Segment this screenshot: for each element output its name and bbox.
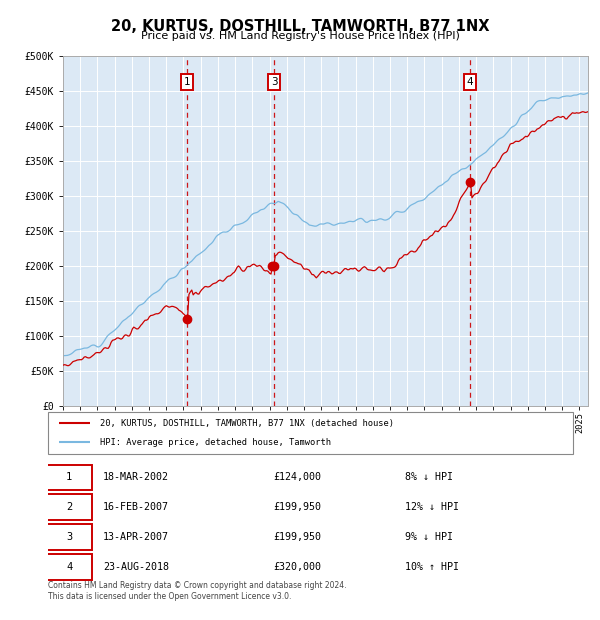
FancyBboxPatch shape bbox=[47, 554, 92, 580]
Text: 10% ↑ HPI: 10% ↑ HPI bbox=[405, 562, 459, 572]
Text: This data is licensed under the Open Government Licence v3.0.: This data is licensed under the Open Gov… bbox=[48, 592, 292, 601]
Text: £199,950: £199,950 bbox=[274, 532, 322, 542]
Text: Price paid vs. HM Land Registry's House Price Index (HPI): Price paid vs. HM Land Registry's House … bbox=[140, 31, 460, 41]
Text: 18-MAR-2002: 18-MAR-2002 bbox=[103, 472, 169, 482]
Text: 16-FEB-2007: 16-FEB-2007 bbox=[103, 502, 169, 512]
Text: 8% ↓ HPI: 8% ↓ HPI bbox=[405, 472, 453, 482]
Text: £320,000: £320,000 bbox=[274, 562, 322, 572]
Text: 13-APR-2007: 13-APR-2007 bbox=[103, 532, 169, 542]
Text: 4: 4 bbox=[467, 77, 473, 87]
FancyBboxPatch shape bbox=[47, 494, 92, 520]
Text: 23-AUG-2018: 23-AUG-2018 bbox=[103, 562, 169, 572]
Text: HPI: Average price, detached house, Tamworth: HPI: Average price, detached house, Tamw… bbox=[101, 438, 331, 447]
Text: 9% ↓ HPI: 9% ↓ HPI bbox=[405, 532, 453, 542]
Text: 20, KURTUS, DOSTHILL, TAMWORTH, B77 1NX (detached house): 20, KURTUS, DOSTHILL, TAMWORTH, B77 1NX … bbox=[101, 418, 395, 428]
Text: £199,950: £199,950 bbox=[274, 502, 322, 512]
Text: 12% ↓ HPI: 12% ↓ HPI bbox=[405, 502, 459, 512]
Text: 1: 1 bbox=[184, 77, 190, 87]
FancyBboxPatch shape bbox=[47, 464, 92, 490]
Text: 4: 4 bbox=[66, 562, 73, 572]
Text: 20, KURTUS, DOSTHILL, TAMWORTH, B77 1NX: 20, KURTUS, DOSTHILL, TAMWORTH, B77 1NX bbox=[111, 19, 489, 33]
Text: £124,000: £124,000 bbox=[274, 472, 322, 482]
FancyBboxPatch shape bbox=[47, 525, 92, 550]
Text: 2: 2 bbox=[66, 502, 73, 512]
Text: 1: 1 bbox=[66, 472, 73, 482]
FancyBboxPatch shape bbox=[48, 412, 573, 454]
Text: 3: 3 bbox=[271, 77, 278, 87]
Text: Contains HM Land Registry data © Crown copyright and database right 2024.: Contains HM Land Registry data © Crown c… bbox=[48, 581, 347, 590]
Text: 3: 3 bbox=[66, 532, 73, 542]
